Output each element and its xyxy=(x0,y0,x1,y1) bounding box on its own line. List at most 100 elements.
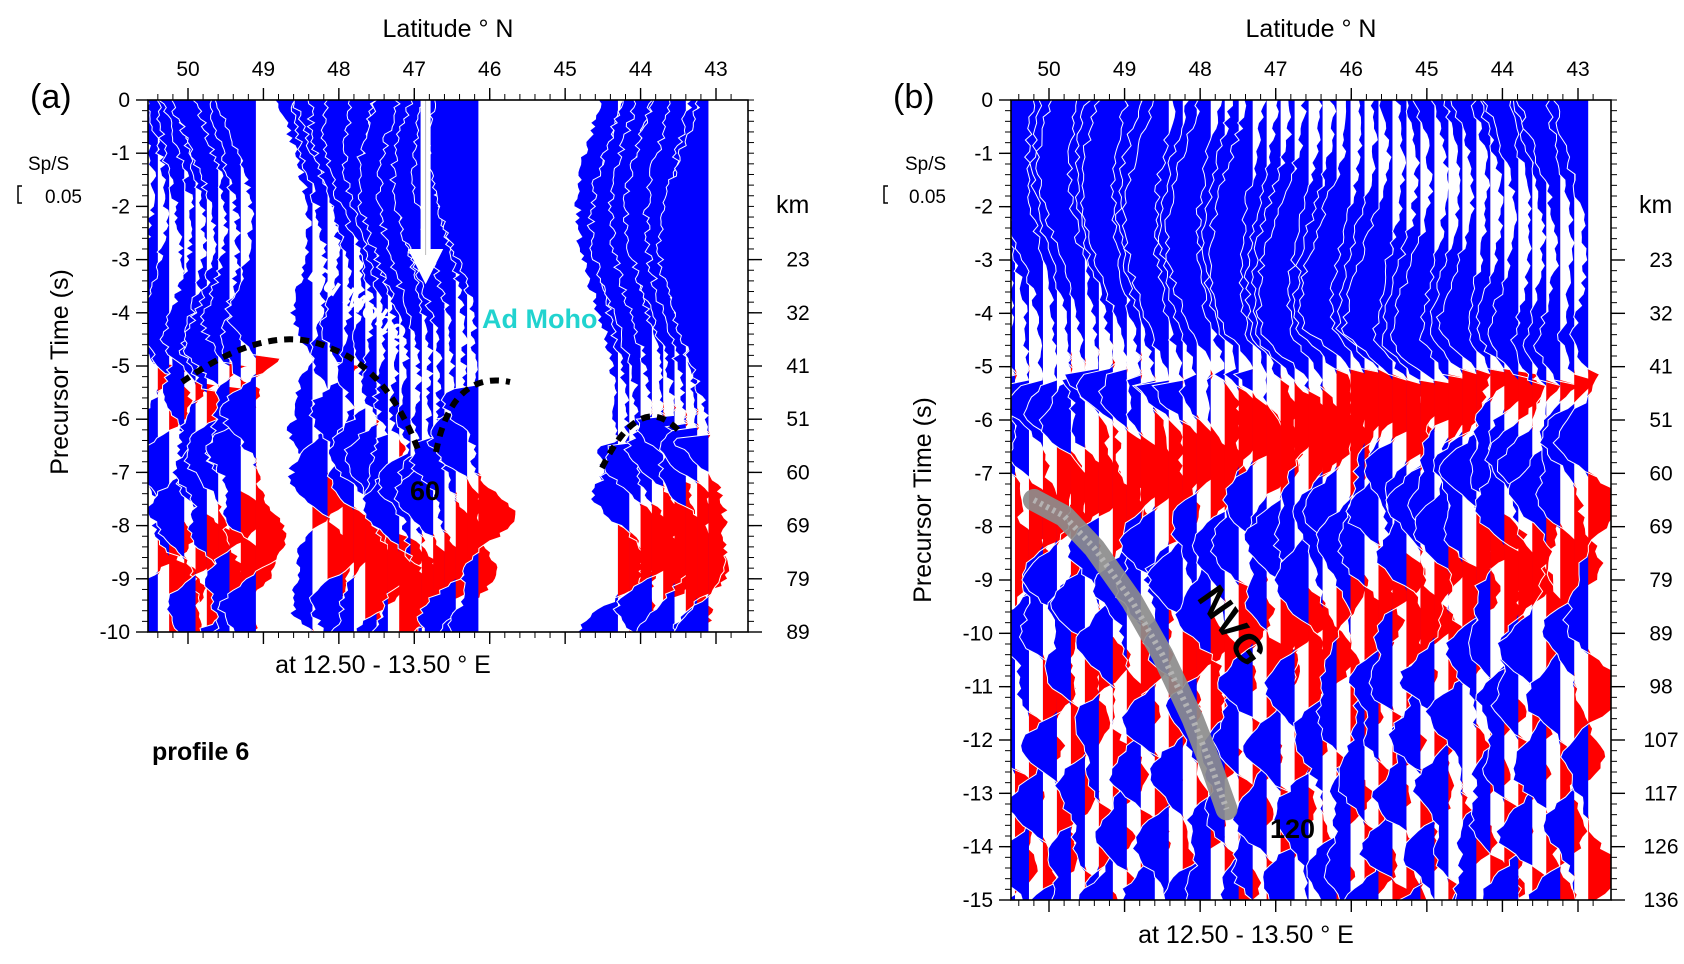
depth-60-label: 60 xyxy=(410,476,440,506)
y-tick-label: -8 xyxy=(974,516,993,539)
trace-line xyxy=(573,100,652,632)
trace-positive-fill xyxy=(421,100,449,632)
y-tick-label: -4 xyxy=(974,302,993,325)
y-tick-label: -6 xyxy=(111,408,130,431)
trace-line xyxy=(205,100,277,632)
depth-tick-label: 69 xyxy=(1649,516,1672,539)
trace-positive-fill xyxy=(1378,100,1417,900)
y-tick-label: -3 xyxy=(111,249,130,272)
subtitle-a: at 12.50 - 13.50 ° E xyxy=(275,651,491,679)
trace-line xyxy=(214,100,288,632)
y-tick-label: -3 xyxy=(974,249,993,272)
x-tick-label: 46 xyxy=(478,58,501,81)
panel-b-axes: 50 49 48 47 46 45 44 43 0 -1 -2 -3 -4 -5 -6 -7 -8 -9 -10 -1… xyxy=(963,58,1679,912)
central-moho-dashed-curve xyxy=(433,377,511,453)
x-axis-title-a: Latitude ° N xyxy=(383,15,514,43)
depth-tick-label: 89 xyxy=(786,621,809,644)
y-tick-label: 0 xyxy=(118,89,130,112)
panel-label-b: (b) xyxy=(893,78,935,116)
trace-negative-fill xyxy=(171,100,207,632)
x-tick-label: 49 xyxy=(252,58,275,81)
trace-line xyxy=(171,100,249,632)
y-tick-label: -7 xyxy=(111,461,130,484)
trace-negative-fill xyxy=(1436,100,1477,900)
trace-negative-fill xyxy=(307,100,354,632)
trace-line xyxy=(1411,100,1486,900)
trace-negative-fill xyxy=(148,100,158,632)
y-tick-label: -6 xyxy=(974,409,993,432)
depth-tick-label: 41 xyxy=(1649,356,1672,379)
trace-line xyxy=(1297,100,1385,900)
trace-line xyxy=(375,100,450,632)
y-tick-label: -5 xyxy=(111,355,130,378)
depth-tick-label: 89 xyxy=(1649,622,1672,645)
trace-negative-fill xyxy=(1011,100,1015,900)
trace-line xyxy=(1242,100,1308,900)
scale-label-b: Sp/S xyxy=(905,154,946,175)
trace-negative-fill xyxy=(1482,100,1519,900)
y-tick-label: -13 xyxy=(963,782,993,805)
x-tick-label: 48 xyxy=(327,58,350,81)
trace-line xyxy=(356,100,450,632)
y-tick-label: 0 xyxy=(981,89,993,112)
x-tick-label: 49 xyxy=(1113,58,1136,81)
x-tick-label: 45 xyxy=(553,58,576,81)
subtitle-b: at 12.50 - 13.50 ° E xyxy=(1138,921,1354,949)
trace-line xyxy=(1552,100,1611,900)
y-tick-label: -10 xyxy=(100,621,130,644)
trace-negative-fill xyxy=(1122,100,1169,900)
x-tick-label: 43 xyxy=(704,58,727,81)
scale-label-a: Sp/S xyxy=(28,154,69,175)
trace-positive-fill xyxy=(169,100,208,632)
x-tick-label: 50 xyxy=(176,58,199,81)
depth-tick-label: 79 xyxy=(786,568,809,591)
trace-positive-fill xyxy=(1588,100,1611,900)
depth-axis-title-b: km xyxy=(1639,191,1672,219)
y-tick-label: -11 xyxy=(964,676,993,699)
y-tick-label: -15 xyxy=(963,889,993,912)
trace-negative-fill xyxy=(287,100,328,632)
trace-line xyxy=(655,100,730,632)
depth-tick-label: 126 xyxy=(1643,836,1678,859)
x-tick-label: 48 xyxy=(1188,58,1211,81)
trace-line xyxy=(192,100,271,632)
x-tick-label: 45 xyxy=(1415,58,1438,81)
trace-positive-fill xyxy=(444,100,483,632)
scale-value-a: 0.05 xyxy=(45,187,82,208)
y-tick-label: -2 xyxy=(111,195,130,218)
trace-line xyxy=(1107,100,1179,900)
trace-negative-fill xyxy=(1390,100,1435,900)
depth-120-label: 120 xyxy=(1270,814,1315,844)
trace-positive-fill xyxy=(617,100,651,632)
trace-line xyxy=(1424,100,1499,900)
trace-positive-fill xyxy=(433,100,465,632)
trace-line xyxy=(1381,100,1457,900)
trace-negative-fill xyxy=(1508,100,1547,900)
trace-line xyxy=(1389,100,1472,900)
panel-a-axes: 50 49 48 47 46 45 44 43 0 -1 -2 -3 -4 -5 -6 -7 -8 -9 -10 23… xyxy=(100,58,810,644)
trace-positive-fill xyxy=(387,100,426,632)
y-axis-title-b: Precursor Time (s) xyxy=(909,397,937,603)
depth-tick-label: 60 xyxy=(786,461,809,484)
y-tick-label: -10 xyxy=(963,622,993,645)
y-tick-label: -1 xyxy=(974,142,993,165)
trace-line xyxy=(148,100,222,632)
x-tick-label: 44 xyxy=(1491,58,1515,81)
y-tick-label: -12 xyxy=(963,729,993,752)
trace-positive-fill xyxy=(697,100,730,632)
depth-tick-label: 41 xyxy=(786,355,809,378)
x-tick-label: 43 xyxy=(1566,58,1589,81)
depth-tick-label: 32 xyxy=(786,302,809,325)
x-tick-label: 47 xyxy=(1264,58,1287,81)
trace-positive-fill xyxy=(240,100,277,632)
trace-line xyxy=(1286,100,1359,900)
depth-tick-label: 60 xyxy=(1649,462,1672,485)
y-tick-label: -1 xyxy=(111,142,130,165)
trace-negative-fill xyxy=(411,100,456,632)
depth-tick-label: 51 xyxy=(1649,409,1672,432)
trace-positive-fill xyxy=(1308,100,1345,900)
trace-positive-fill xyxy=(1140,100,1179,900)
trace-line xyxy=(148,100,209,632)
